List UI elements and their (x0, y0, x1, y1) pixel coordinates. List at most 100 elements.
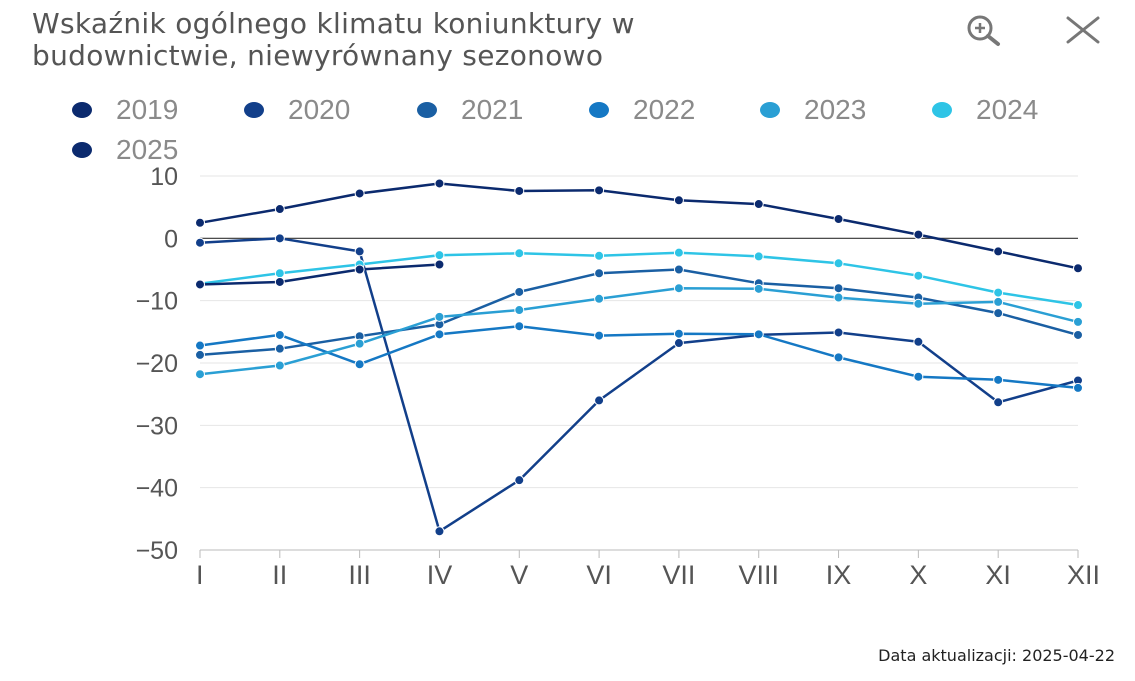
legend-label: 2024 (976, 94, 1039, 125)
data-point-2020-III (354, 246, 365, 257)
data-point-2022-IX (833, 352, 844, 363)
y-tick-label: −20 (136, 350, 178, 378)
data-point-2022-III (354, 359, 365, 370)
data-point-2023-VIII (753, 283, 764, 294)
series-2019 (195, 178, 1083, 274)
data-point-2021-I (195, 349, 205, 360)
data-point-2019-XII (1073, 263, 1083, 274)
legend-item-2025[interactable]: 2025 (72, 132, 178, 168)
data-point-2024-II (274, 268, 285, 279)
data-point-2020-X (913, 336, 924, 347)
series-line-2024 (199, 251, 1079, 307)
update-date: Data aktualizacji: 2025-04-22 (878, 646, 1115, 665)
data-point-2019-VIII (753, 199, 764, 210)
x-tick-label: VI (586, 560, 612, 590)
data-point-2020-I (195, 237, 205, 248)
data-point-2025-II (274, 276, 285, 287)
legend-item-2022[interactable]: 2022 (589, 92, 695, 128)
y-tick-label: −40 (136, 475, 178, 503)
data-point-2021-IX (833, 283, 844, 294)
legend-marker (932, 102, 952, 118)
data-point-2024-VII (673, 247, 684, 258)
series-line-2019 (199, 182, 1079, 270)
series-line-2025 (199, 263, 440, 286)
x-tick-label: V (510, 560, 528, 590)
data-point-2022-X (913, 371, 924, 382)
data-point-2020-IX (833, 327, 844, 338)
close-button[interactable] (1060, 10, 1106, 50)
data-point-2023-V (514, 305, 525, 316)
y-tick-label: −50 (136, 537, 178, 565)
legend-marker (244, 102, 264, 118)
x-tick-label: IX (826, 560, 852, 590)
legend-marker (72, 142, 92, 158)
data-point-2025-III (354, 264, 365, 275)
x-tick-label: VII (662, 560, 695, 590)
data-point-2025-I (195, 279, 205, 290)
series-2023 (195, 283, 1083, 380)
data-point-2019-IX (833, 214, 844, 225)
legend-marker (760, 102, 780, 118)
series-line-2020 (199, 237, 1079, 533)
y-tick-label: −10 (136, 288, 178, 316)
data-point-2023-X (913, 298, 924, 309)
series-2021 (195, 264, 1083, 360)
data-point-2019-X (913, 229, 924, 240)
data-point-2019-VI (594, 185, 605, 196)
legend-item-2019[interactable]: 2019 (72, 92, 178, 128)
x-tick-label: VIII (738, 560, 779, 590)
series-2025 (195, 259, 445, 290)
chart-title-line-2: budownictwie, niewyrównany sezonowo (32, 39, 604, 72)
data-point-2024-VI (594, 250, 605, 261)
legend-item-2020[interactable]: 2020 (244, 92, 350, 128)
chart-title: Wskaźnik ogólnego klimatu koniunktury w … (32, 8, 932, 72)
series-2020 (195, 233, 1083, 537)
data-point-2020-II (274, 233, 285, 244)
x-tick-label: IV (427, 560, 453, 590)
legend-marker (589, 102, 609, 118)
data-point-2022-VII (673, 328, 684, 339)
data-point-2024-IX (833, 258, 844, 269)
legend-item-2021[interactable]: 2021 (417, 92, 523, 128)
legend-label: 2019 (116, 94, 179, 125)
close-icon (1066, 16, 1100, 44)
data-point-2020-VII (673, 338, 684, 349)
data-point-2019-IV (434, 178, 445, 189)
data-point-2023-XII (1073, 316, 1083, 327)
series-line-2023 (199, 286, 1079, 376)
data-point-2024-X (913, 270, 924, 281)
data-point-2022-VIII (753, 329, 764, 340)
data-point-2021-VI (594, 268, 605, 279)
data-point-2022-XI (993, 374, 1004, 385)
data-point-2020-XI (993, 397, 1004, 408)
legend-item-2023[interactable]: 2023 (760, 92, 866, 128)
chart-title-line-1: Wskaźnik ogólnego klimatu koniunktury w (32, 7, 635, 40)
data-point-2019-XI (993, 246, 1004, 257)
data-point-2021-VII (673, 264, 684, 275)
x-tick-label: II (272, 560, 287, 590)
legend-item-2024[interactable]: 2024 (932, 92, 1038, 128)
data-point-2023-III (354, 338, 365, 349)
data-point-2021-II (274, 343, 285, 354)
x-tick-label: XI (985, 560, 1011, 590)
data-point-2021-XII (1073, 329, 1083, 340)
data-point-2022-XII (1073, 382, 1083, 393)
series-line-2021 (199, 268, 1079, 357)
y-tick-label: 10 (150, 163, 178, 191)
data-point-2023-II (274, 360, 285, 371)
data-point-2024-IV (434, 250, 445, 261)
data-point-2022-VI (594, 330, 605, 341)
legend-marker (72, 102, 92, 118)
zoom-button[interactable] (960, 10, 1006, 50)
data-point-2019-I (195, 217, 205, 228)
legend-label: 2020 (288, 94, 351, 125)
data-point-2020-IV (434, 526, 445, 537)
zoom-in-icon (967, 15, 1000, 46)
data-point-2019-III (354, 188, 365, 199)
data-point-2024-V (514, 248, 525, 259)
data-point-2023-I (195, 369, 205, 380)
x-tick-label: X (909, 560, 927, 590)
data-point-2019-V (514, 185, 525, 196)
data-point-2024-XII (1073, 300, 1083, 311)
